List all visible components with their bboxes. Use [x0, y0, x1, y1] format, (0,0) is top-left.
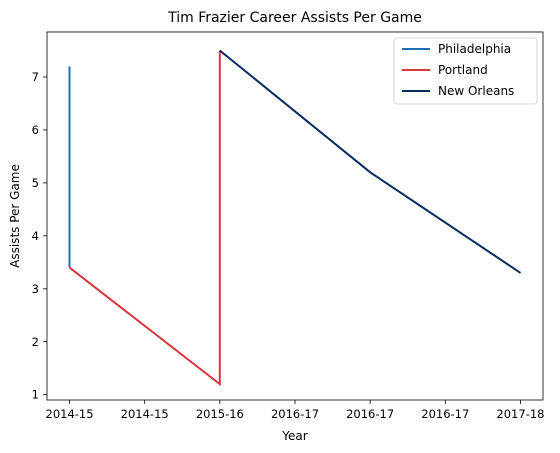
y-tick-label: 2: [32, 335, 39, 349]
legend-label-philadelphia: Philadelphia: [438, 42, 511, 56]
y-tick-label: 3: [32, 282, 39, 296]
x-axis: 2014-15 2014-15 2015-16 2016-17 2016-17 2016-…: [46, 400, 544, 421]
series-layer: [68, 49, 522, 387]
legend-box: [393, 37, 538, 105]
legend-label-portland: Portland: [438, 63, 488, 77]
series-line-portland: [68, 50, 221, 387]
x-tick-label: 2014-15: [46, 407, 94, 421]
y-axis: 1 2 3 4 5 6 7: [32, 70, 47, 402]
y-tick-label: 1: [32, 388, 39, 402]
series-line-new-orleans: [219, 49, 522, 274]
legend: Philadelphia Portland New Orleans: [393, 37, 538, 105]
x-tick-label: 2016-17: [346, 407, 394, 421]
y-tick-label: 5: [32, 176, 39, 190]
x-tick-label: 2017-18: [496, 407, 544, 421]
y-axis-label: Assists Per Game: [8, 164, 22, 268]
chart-title: Tim Frazier Career Assists Per Game: [167, 10, 422, 26]
x-tick-label: 2016-17: [271, 407, 319, 421]
legend-label-new-orleans: New Orleans: [438, 84, 514, 98]
x-tick-label: 2015-16: [196, 407, 244, 421]
y-tick-label: 6: [32, 123, 39, 137]
x-axis-label: Year: [281, 429, 307, 443]
x-tick-label: 2014-15: [121, 407, 169, 421]
x-tick-label: 2016-17: [421, 407, 469, 421]
y-tick-label: 4: [32, 229, 39, 243]
y-tick-label: 7: [32, 70, 39, 84]
plot-frame: [46, 31, 544, 401]
